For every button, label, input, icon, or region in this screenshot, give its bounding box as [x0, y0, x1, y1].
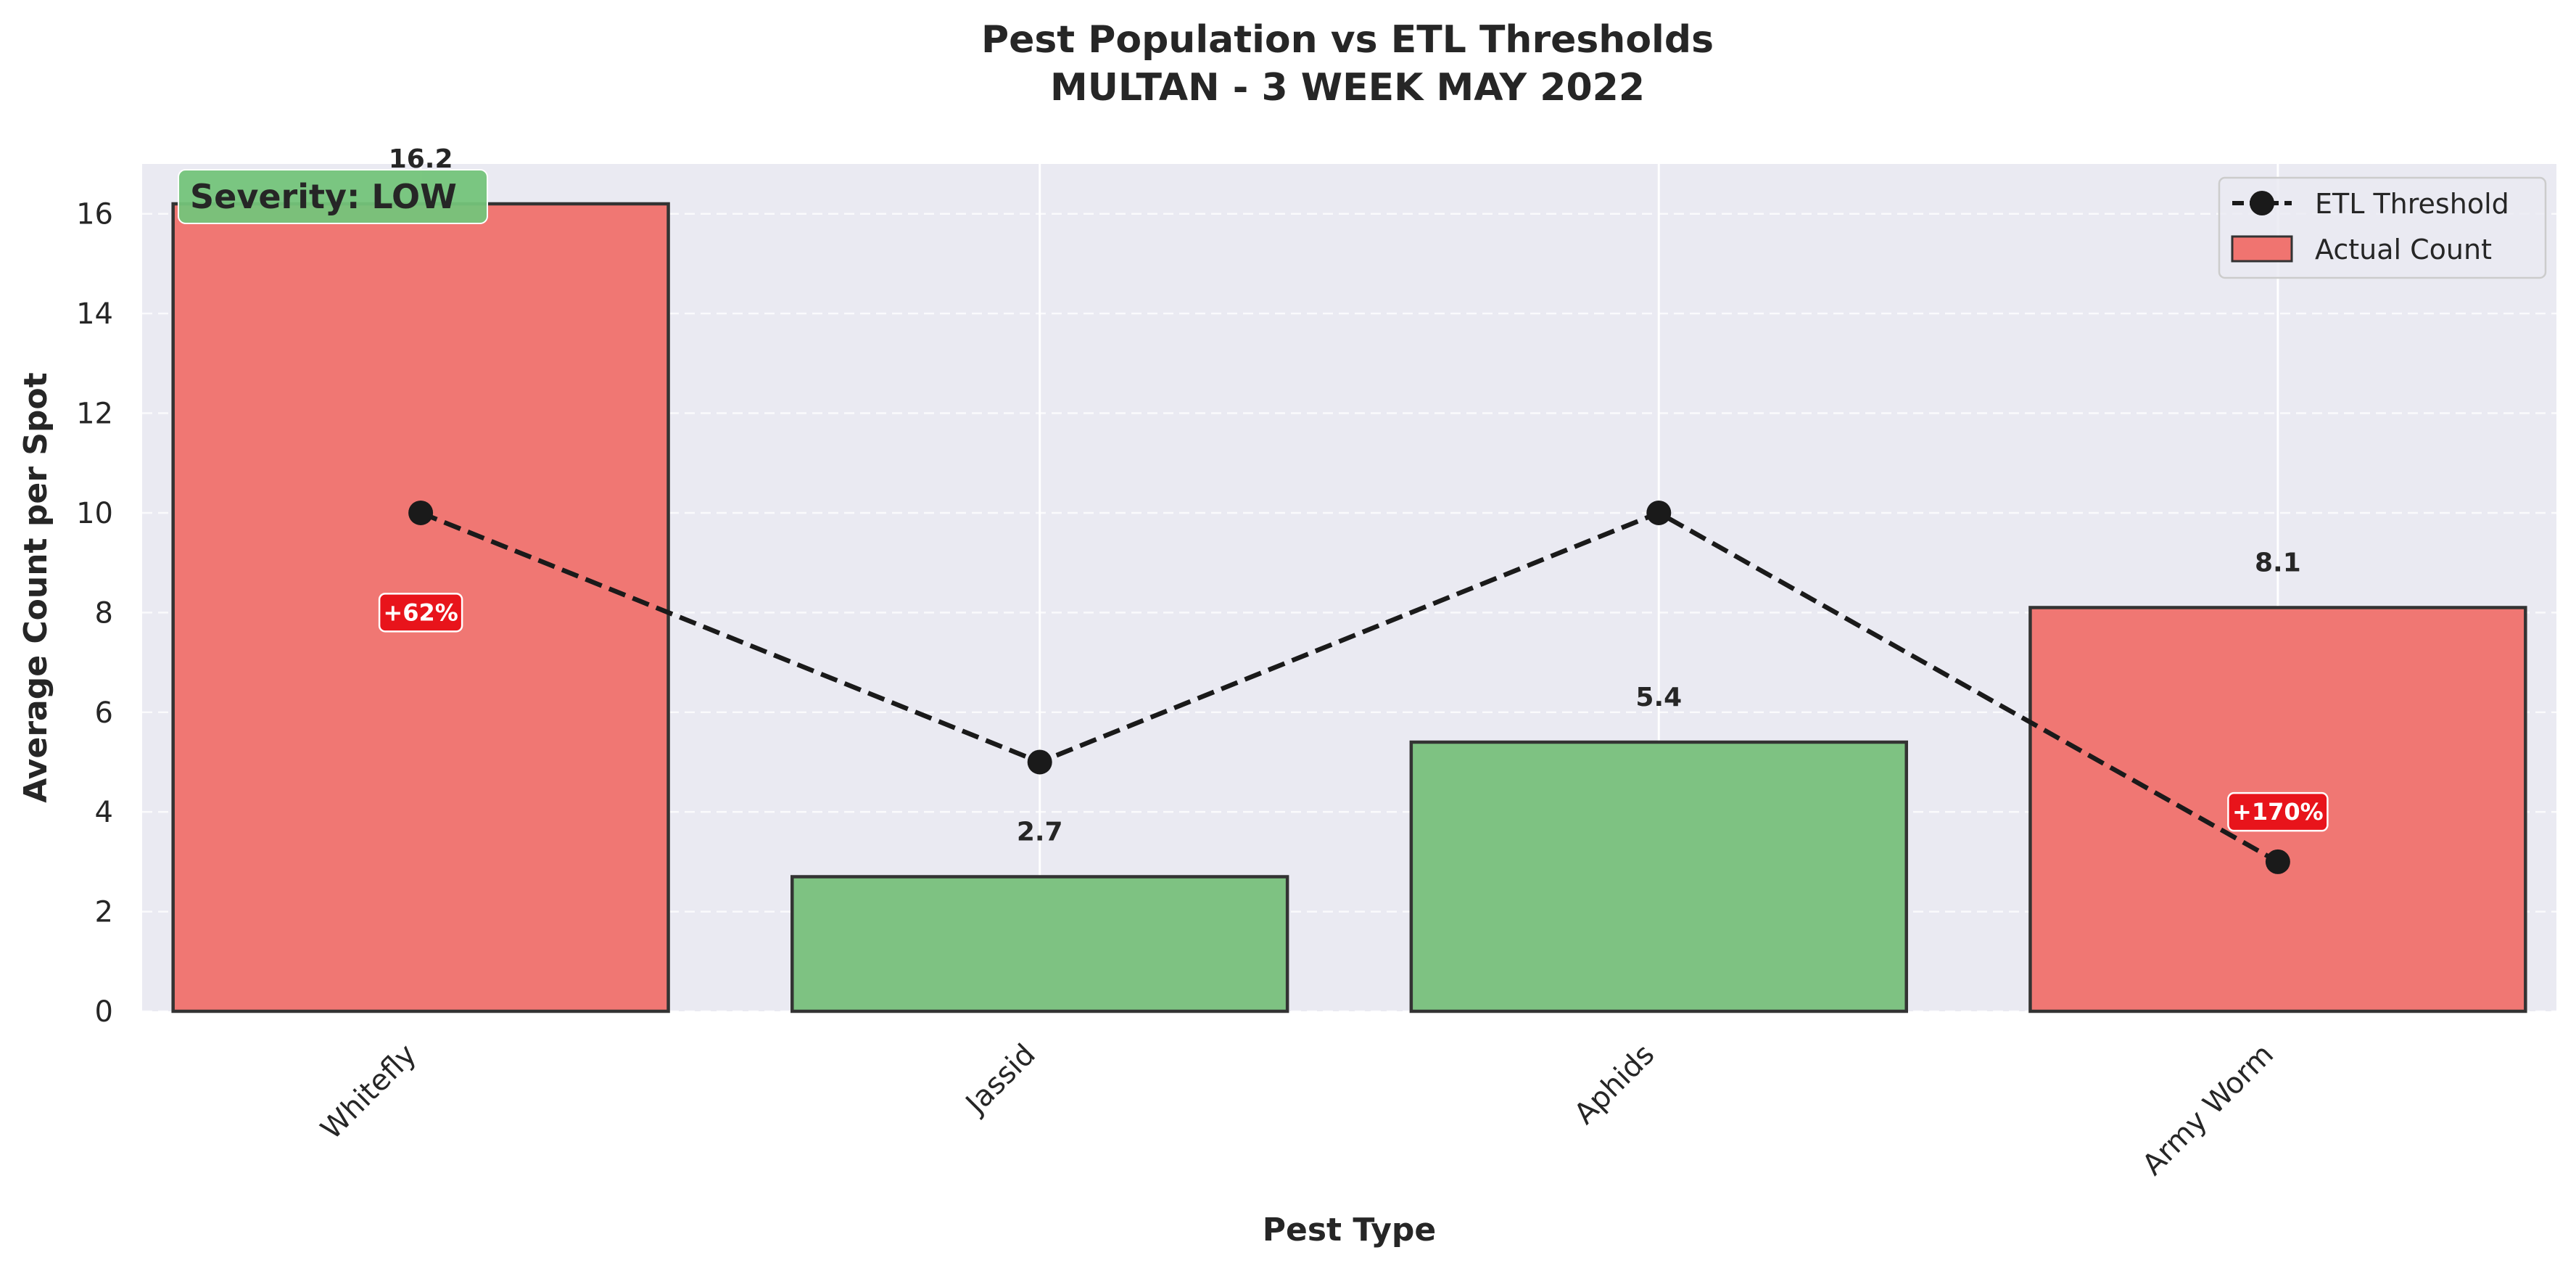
- threshold-point: [1646, 500, 1672, 525]
- x-tick-label: Army Worm: [2136, 1038, 2280, 1182]
- x-axis-label: Pest Type: [1263, 1212, 1436, 1249]
- threshold-point: [1027, 749, 1052, 775]
- exceed-badge: [2227, 791, 2329, 832]
- y-tick-label: 0: [95, 995, 113, 1029]
- threshold-line-group: [408, 500, 2290, 874]
- x-tick-label: Jassid: [958, 1038, 1042, 1122]
- y-tick-label: 14: [76, 297, 113, 331]
- legend-actual-swatch: [2231, 235, 2293, 263]
- y-tick-label: 12: [76, 398, 113, 431]
- y-tick-label: 6: [95, 696, 113, 730]
- chart-title: Pest Population vs ETL Thresholds: [981, 18, 1714, 62]
- bar-value-label: 8.1: [2255, 548, 2301, 577]
- bar-value-label: 5.4: [1635, 683, 1682, 712]
- bar-aphids: [1409, 740, 1908, 1013]
- legend-box: [2218, 176, 2547, 279]
- bar-jassid: [790, 875, 1289, 1013]
- y-tick-label: 4: [95, 796, 113, 829]
- chart-subtitle: MULTAN - 3 WEEK MAY 2022: [1050, 66, 1645, 110]
- exceed-badge: [378, 593, 463, 633]
- y-axis-label: Average Count per Spot: [17, 372, 54, 802]
- y-tick-label: 10: [76, 497, 113, 530]
- threshold-line: [419, 510, 2279, 864]
- severity-badge-label: Severity: LOW: [190, 177, 457, 216]
- y-tick-label: 8: [95, 596, 113, 630]
- legend-threshold-marker: [2250, 191, 2274, 215]
- severity-badge-box: [178, 169, 488, 224]
- exceed-badge-label: +170%: [2232, 798, 2324, 826]
- bars-group: [171, 202, 2527, 1013]
- x-tick-label: Aphids: [1568, 1038, 1661, 1131]
- x-tick-label: Whitefly: [315, 1038, 423, 1146]
- bar-value-label: 2.7: [1017, 817, 1063, 847]
- y-tick-label: 16: [76, 198, 113, 231]
- threshold-point: [408, 500, 434, 525]
- legend: ETL Threshold Actual Count: [2218, 176, 2547, 279]
- legend-actual-label: Actual Count: [2315, 234, 2492, 266]
- threshold-point: [2265, 849, 2290, 874]
- legend-threshold-label: ETL Threshold: [2315, 188, 2509, 220]
- y-tick-label: 2: [95, 896, 113, 929]
- exceed-badge-label: +62%: [383, 599, 458, 626]
- severity-badge: Severity: LOW: [178, 169, 488, 224]
